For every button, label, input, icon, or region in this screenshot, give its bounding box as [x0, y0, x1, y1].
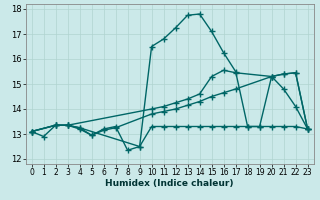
X-axis label: Humidex (Indice chaleur): Humidex (Indice chaleur)	[105, 179, 234, 188]
